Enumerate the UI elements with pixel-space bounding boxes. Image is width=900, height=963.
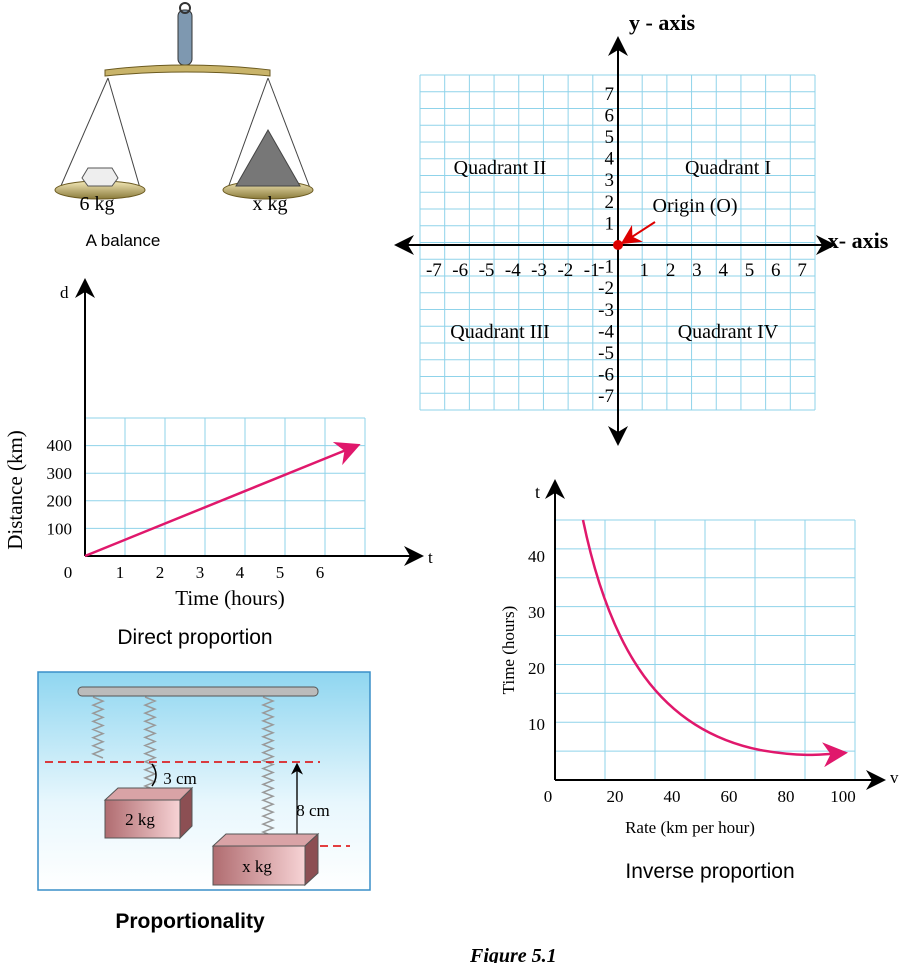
x-tick-label: -3 (531, 260, 547, 281)
springs: 3 cm 8 cm 2 kg x kg Proportionality (37, 671, 371, 933)
x-tick-label: 60 (721, 787, 738, 806)
x-tick-label: -4 (505, 260, 521, 281)
x-tick-label: 100 (830, 787, 856, 806)
mass-label: x kg (242, 857, 272, 876)
y-tick-label: 200 (47, 492, 73, 511)
y-tick-label: 20 (528, 659, 545, 678)
y-tick-label: -2 (598, 278, 614, 299)
x-tick-label: 0 (64, 563, 73, 582)
x-tick-label: 5 (745, 260, 755, 281)
x-tick-label: 2 (156, 563, 165, 582)
x-tick-label: -1 (584, 260, 600, 281)
y-label: Distance (km) (3, 430, 27, 550)
y-tick-label: 2 (605, 192, 615, 213)
y-tick-label: 4 (605, 149, 615, 170)
quadrant: Quadrant IV (678, 321, 779, 343)
y-tick-label: 10 (528, 715, 545, 734)
stretch-label: 8 cm (296, 801, 330, 820)
mass-label: 2 kg (125, 810, 155, 829)
x-tick-label: 1 (116, 563, 125, 582)
grid (84, 417, 366, 557)
caption: Inverse proportion (625, 860, 794, 883)
quadrant: Quadrant III (450, 321, 549, 343)
y-tick-label: -4 (598, 321, 614, 342)
x-tick-label: 2 (666, 260, 676, 281)
y-tick-label: 5 (605, 127, 615, 148)
x-tick-label: 80 (778, 787, 795, 806)
x-tick-label: 3 (196, 563, 205, 582)
y-tick-label: -6 (598, 365, 614, 386)
y-tick-label: 3 (605, 170, 615, 191)
quadrant: Quadrant I (685, 157, 771, 179)
x-tick-label: 0 (544, 787, 553, 806)
x-tick-label: 7 (797, 260, 807, 281)
x-tick-label: 4 (718, 260, 728, 281)
right-weight: x kg (253, 193, 288, 215)
grid (554, 519, 856, 781)
y-tick-label: -3 (598, 300, 614, 321)
direct-graph: d t Distance (km) Time (hours) Direct pr… (3, 278, 433, 649)
y-tick-label: 1 (605, 213, 615, 234)
caption: A balance (86, 231, 161, 250)
x-tick-label: 6 (771, 260, 781, 281)
balance: 6 kg x kg A balance (54, 2, 314, 250)
x-tick-label: 20 (607, 787, 624, 806)
y-tick-label: 400 (47, 436, 73, 455)
x-tick-label: 40 (664, 787, 681, 806)
figure-label: Figure 5.1 (469, 945, 557, 963)
y-tick-label: 6 (605, 105, 615, 126)
x-tick-label: 3 (692, 260, 702, 281)
stretch-label: 3 cm (163, 769, 197, 788)
y-tick-label: 7 (605, 84, 615, 105)
axis-letter: t (535, 482, 540, 502)
y-tick-label: -7 (598, 386, 614, 407)
y-tick-label: 300 (47, 464, 73, 483)
proportion-line (84, 441, 361, 558)
x-tick-label: -2 (557, 260, 573, 281)
quadrant: Quadrant II (454, 157, 547, 179)
x-label: Time (hours) (175, 586, 284, 610)
y-tick-label: -1 (598, 257, 614, 278)
y-tick-label: 30 (528, 603, 545, 622)
y-tick-label: 40 (528, 547, 545, 566)
axis-letter: t (428, 548, 433, 567)
y-tick-label: -5 (598, 343, 614, 364)
y-axis-label: y - axis (629, 10, 695, 35)
x-tick-label: -7 (426, 260, 442, 281)
axis-letter: d (60, 283, 69, 302)
caption: Proportionality (115, 910, 265, 933)
y-tick-label: 100 (47, 519, 73, 538)
x-tick-label: 1 (640, 260, 650, 281)
x-tick-label: -6 (452, 260, 468, 281)
x-axis-label: x- axis (828, 228, 889, 253)
x-tick-label: 4 (236, 563, 245, 582)
x-tick-label: -5 (479, 260, 495, 281)
left-weight: 6 kg (80, 193, 115, 215)
origin-point (613, 240, 623, 250)
x-tick-label: 5 (276, 563, 285, 582)
origin-label: Origin (O) (653, 195, 738, 217)
caption: Direct proportion (117, 626, 272, 649)
coordinate-plane: y - axis x- axis Quadrant II Quadrant I … (394, 10, 889, 446)
inverse-graph: t v Time (hours) Rate (km per hour) Inve… (499, 479, 899, 883)
x-label: Rate (km per hour) (625, 818, 755, 837)
y-label: Time (hours) (499, 606, 518, 695)
x-tick-label: 6 (316, 563, 325, 582)
proportion-curve (581, 519, 848, 768)
axis-letter: v (890, 768, 899, 787)
